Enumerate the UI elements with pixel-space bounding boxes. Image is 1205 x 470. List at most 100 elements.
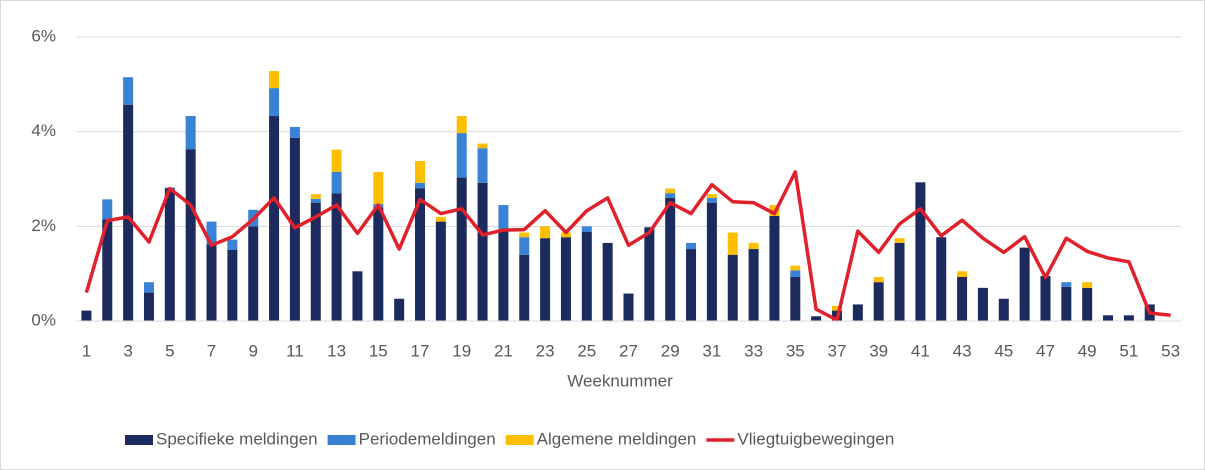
bar-segment	[706, 197, 717, 203]
bar-segment	[581, 226, 592, 233]
bar-segment	[373, 171, 384, 205]
bar-segment	[415, 161, 426, 183]
bar-segment	[81, 310, 92, 321]
bar-segment	[998, 298, 1009, 321]
bar-segment	[560, 237, 571, 321]
x-tick-label: 49	[1078, 341, 1097, 360]
bar-segment	[790, 270, 801, 277]
bar-segment	[915, 182, 926, 321]
x-tick-label: 23	[536, 341, 555, 360]
bar-segment	[185, 116, 196, 150]
bar-segment	[748, 249, 759, 321]
bar-segment	[331, 193, 342, 321]
x-tick-label: 21	[494, 341, 513, 360]
y-tick-label: 4%	[31, 121, 56, 140]
x-tick-label: 5	[165, 341, 174, 360]
bar-segment	[269, 116, 280, 322]
bar-segment	[394, 298, 405, 321]
bar-segment	[456, 133, 467, 178]
bar-segment	[289, 126, 300, 138]
x-tick-label: 7	[207, 341, 216, 360]
legend-label: Vliegtuigbewegingen	[737, 429, 894, 448]
x-tick-label: 53	[1161, 341, 1180, 360]
bar-segment	[727, 232, 738, 255]
bar-segment	[310, 194, 321, 199]
bar-segment	[811, 316, 822, 321]
bar-segment	[227, 239, 238, 250]
x-tick-label: 27	[619, 341, 638, 360]
bar-segment	[519, 232, 530, 238]
bar-segment	[102, 199, 113, 220]
bar-segment	[143, 292, 154, 321]
y-tick-label: 2%	[31, 216, 56, 235]
bar-segment	[686, 242, 697, 250]
bar-segment	[706, 202, 717, 321]
bar-segment	[686, 249, 697, 321]
bar-segment	[415, 188, 426, 321]
bar-segment	[373, 207, 384, 321]
bar-segment	[164, 188, 175, 321]
legend-swatch	[327, 435, 356, 445]
bar-segment	[748, 242, 759, 250]
bar-segment	[852, 304, 863, 321]
bar-segment	[102, 219, 113, 321]
bar-segment	[206, 244, 217, 321]
bar-segment	[435, 216, 446, 222]
bar-segment	[894, 238, 905, 243]
bar-segment	[519, 237, 530, 255]
bar-segment	[1103, 315, 1114, 321]
bar-segment	[831, 305, 842, 311]
bar-segment	[352, 271, 363, 321]
bar-segment	[269, 71, 280, 89]
line	[84, 170, 1171, 322]
x-tick-label: 51	[1119, 341, 1138, 360]
bar-segment	[123, 104, 134, 321]
bar-segment	[1082, 282, 1093, 288]
bar-segment	[873, 276, 884, 283]
bar-segment	[540, 226, 551, 239]
x-tick-label: 43	[953, 341, 972, 360]
bar-segment	[477, 148, 488, 183]
bar-segment	[143, 282, 154, 293]
x-tick-label: 3	[123, 341, 132, 360]
bar-segment	[310, 202, 321, 321]
bar-segment	[477, 143, 488, 149]
bar-segment	[644, 227, 655, 321]
bar-segment	[957, 271, 968, 277]
bar-segment	[602, 242, 613, 321]
bar-segment	[623, 293, 634, 321]
bar-segment	[957, 276, 968, 321]
legend-label: Algemene meldingen	[537, 429, 697, 448]
legend-label: Periodemeldingen	[359, 429, 496, 448]
bar-segment	[936, 237, 947, 321]
legend-swatch	[125, 435, 153, 445]
bar-segment	[873, 282, 884, 321]
y-tick-label: 6%	[31, 26, 56, 45]
bar-segment	[206, 221, 217, 245]
bar-segment	[331, 149, 342, 172]
bar-segment	[560, 232, 571, 238]
bar-segment	[706, 194, 717, 198]
x-tick-label: 45	[994, 341, 1013, 360]
x-tick-label: 25	[577, 341, 596, 360]
x-tick-label: 35	[786, 341, 805, 360]
x-tick-label: 33	[744, 341, 763, 360]
bar-segment	[456, 116, 467, 134]
x-tick-label: 13	[327, 341, 346, 360]
bar-segment	[665, 197, 676, 321]
x-tick-label: 29	[661, 341, 680, 360]
bar-segment	[581, 232, 592, 321]
x-tick-label: 17	[411, 341, 430, 360]
x-tick-label: 9	[248, 341, 257, 360]
bar-segment	[1123, 315, 1134, 321]
x-tick-label: 11	[286, 341, 304, 360]
x-tick-label: 15	[369, 341, 388, 360]
legend-swatch	[505, 435, 534, 445]
bar-segment	[456, 177, 467, 321]
legend-label: Specifieke meldingen	[156, 429, 318, 448]
bar-segment	[665, 188, 676, 194]
y-tick-label: 0%	[31, 310, 56, 329]
bar-segment	[665, 193, 676, 198]
